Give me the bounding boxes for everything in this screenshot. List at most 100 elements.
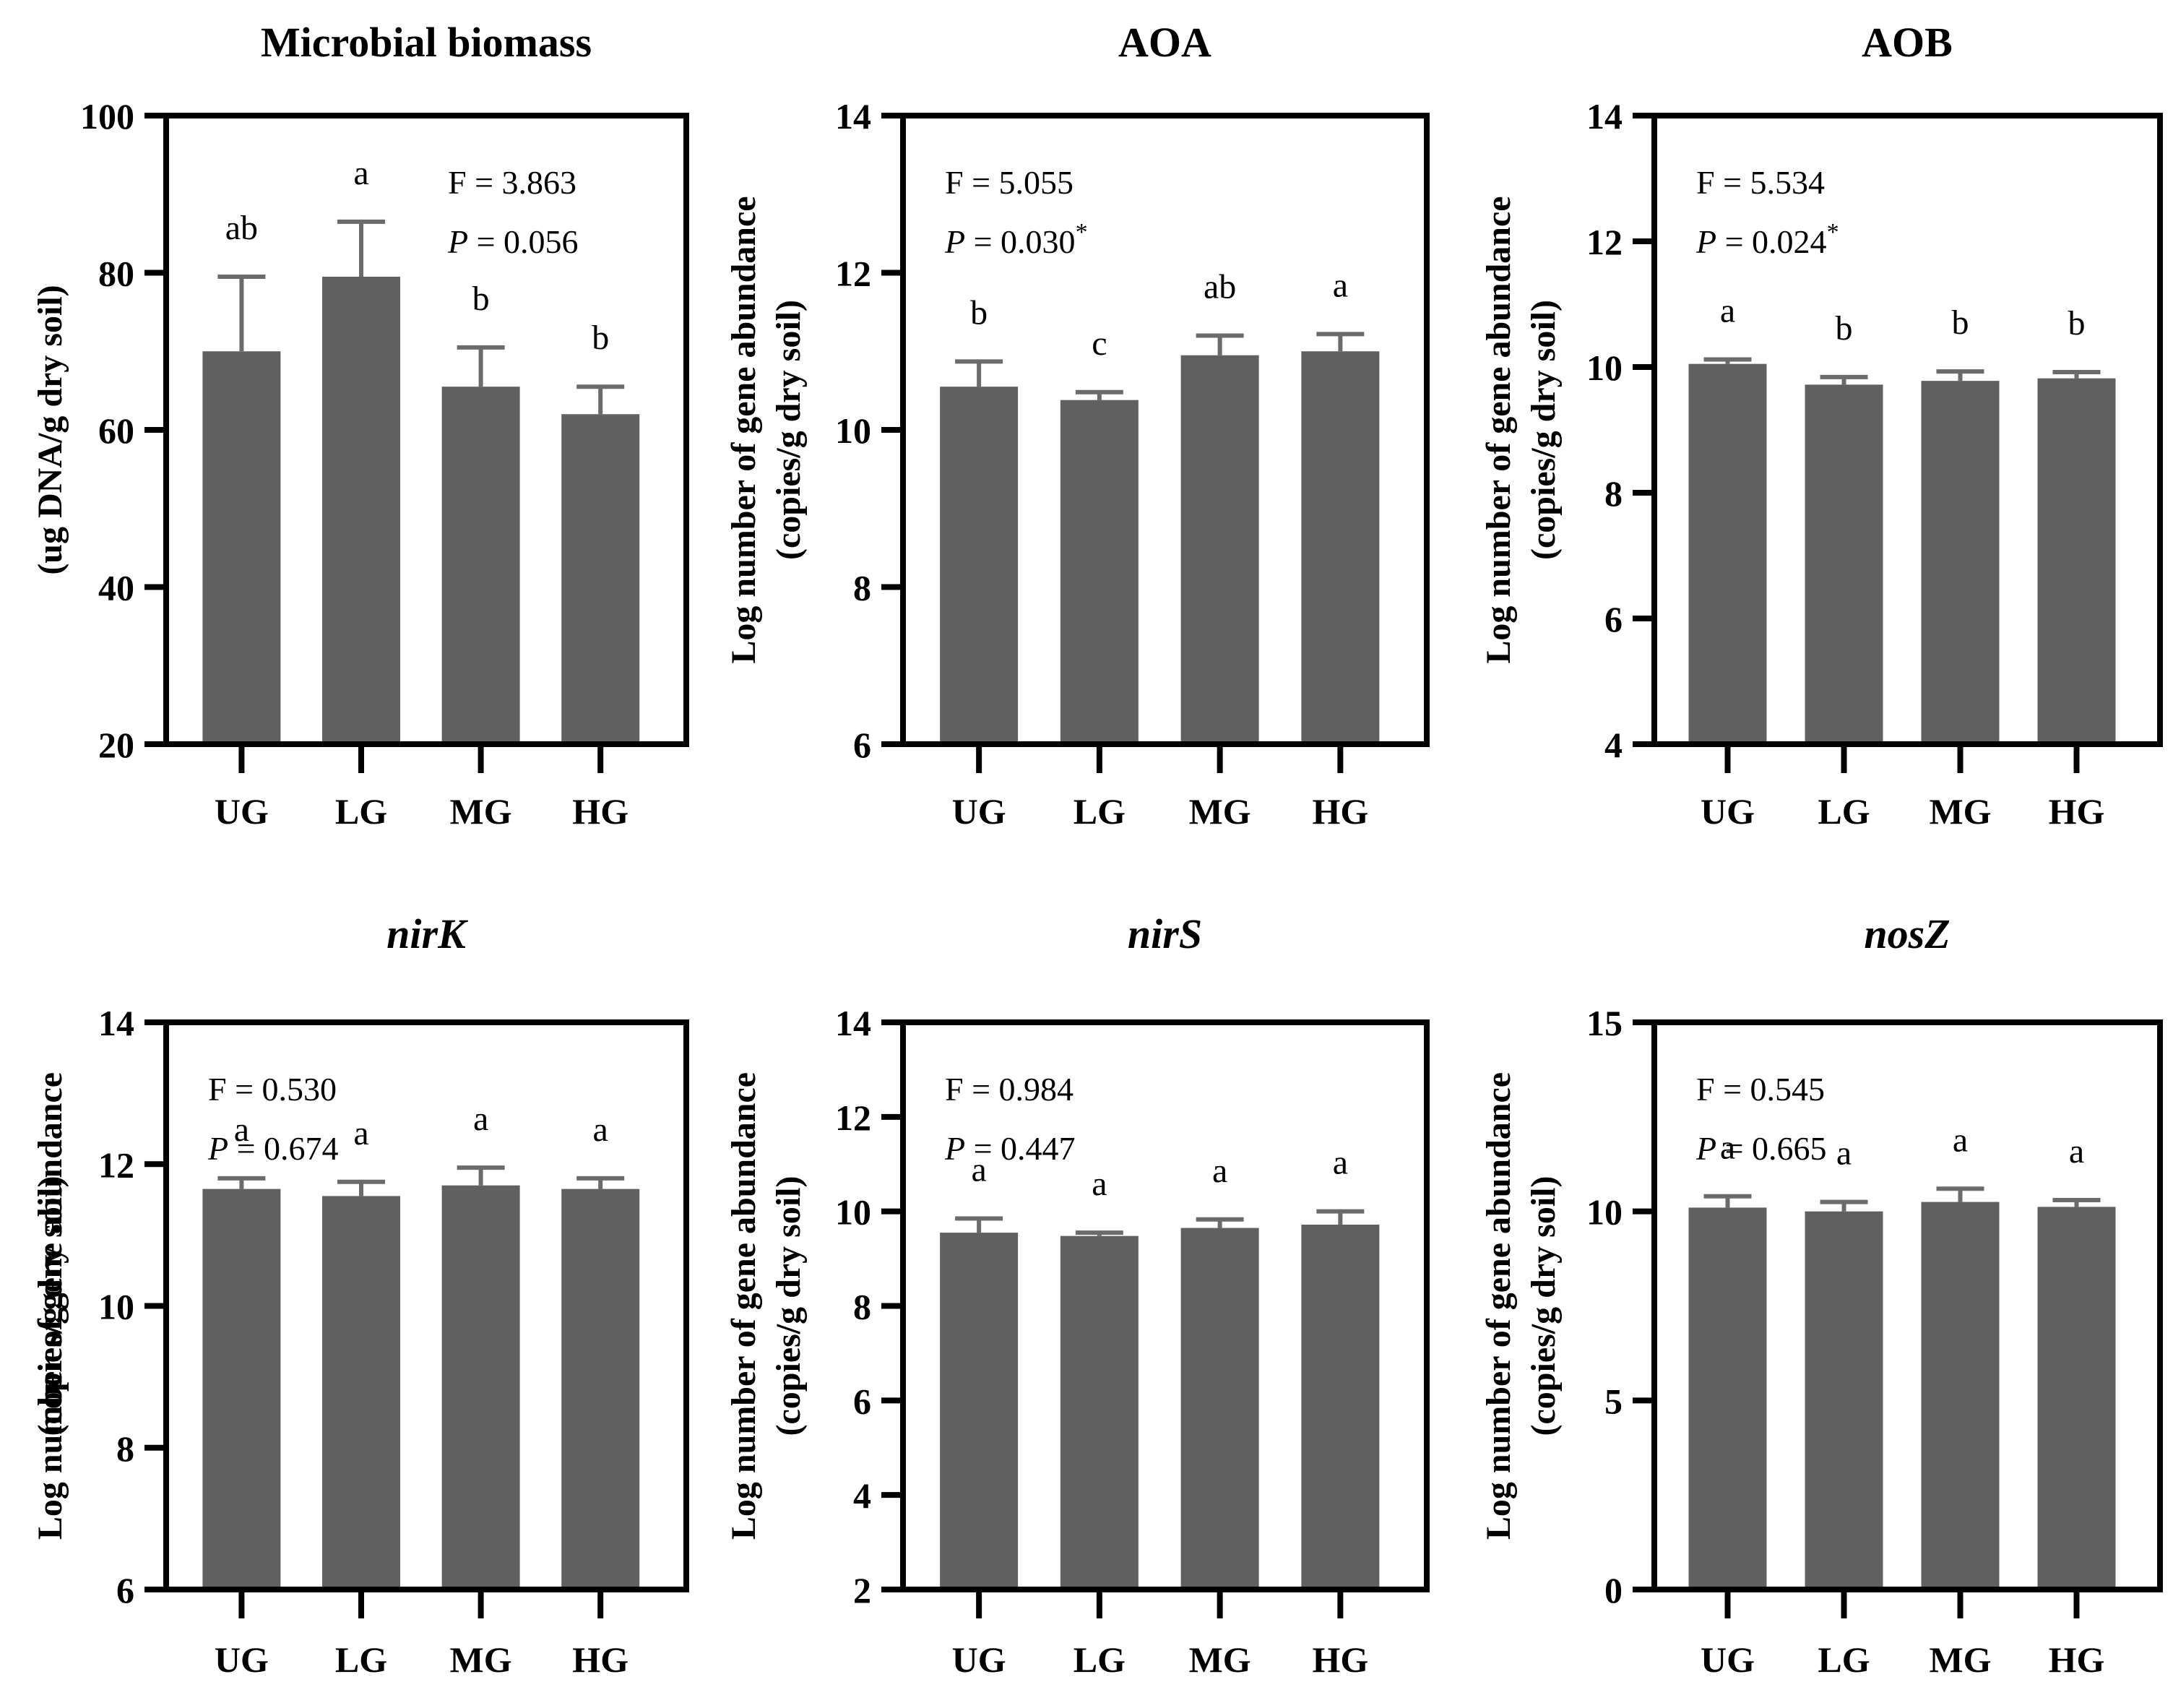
sig-letter-microbial-biomass-MG: b (472, 280, 490, 318)
bar-aoa-HG (1301, 351, 1380, 741)
bar-nirS-HG (1301, 1224, 1380, 1587)
stats-f-nirK: F = 0.530 (208, 1071, 337, 1108)
bar-nosZ-LG (1805, 1211, 1883, 1587)
bar-nirK-MG (441, 1185, 520, 1587)
y-tick-label-nirS-4: 4 (853, 1475, 871, 1516)
bar-aob-HG (2037, 378, 2116, 741)
panel-aoa: AOA Log number of gene abundance (copies/g… (725, 19, 1430, 832)
stats-f-nirS: F = 0.984 (945, 1071, 1073, 1108)
x-category-label-microbial-biomass-HG: HG (572, 791, 628, 832)
sig-letter-microbial-biomass-HG: b (592, 319, 609, 357)
stats-f-aob: F = 5.534 (1696, 164, 1825, 201)
plot-frame-nosZ (1651, 1019, 2163, 1592)
y-axis-label-aob-line2: (copies/g dry soil) (1524, 300, 1563, 560)
x-category-label-microbial-biomass-LG: LG (335, 791, 387, 832)
y-tick-label-microbial-biomass-80: 80 (98, 254, 134, 294)
y-tick-label-nirS-12: 12 (835, 1097, 871, 1138)
sig-letter-nirS-HG: a (1333, 1144, 1348, 1182)
bar-nirK-LG (322, 1196, 400, 1587)
y-axis-label-nosZ-line1: Log number of gene abundance (1479, 1072, 1518, 1540)
bar-microbial-biomass-LG (322, 276, 400, 741)
sig-letter-aoa-LG: c (1092, 324, 1107, 363)
x-category-label-aob-HG: HG (2049, 791, 2105, 832)
chart-title-microbial-biomass: Microbial biomass (261, 19, 592, 66)
panel-nirK: nirK Log number of gene abundance(copies/… (31, 910, 689, 1680)
y-tick-label-microbial-biomass-20: 20 (98, 725, 134, 765)
stats-p-aoa: P = 0.030* (944, 219, 1088, 260)
x-category-label-nirK-MG: MG (450, 1639, 512, 1680)
stats-p-microbial-biomass: P = 0.056 (447, 223, 579, 260)
y-tick-label-aob-4: 4 (1604, 725, 1623, 765)
y-tick-label-aoa-6: 6 (853, 725, 871, 765)
y-tick-label-aob-14: 14 (1586, 96, 1623, 137)
y-tick-label-aoa-12: 12 (835, 254, 871, 294)
stats-p-nirK: P = 0.674 (207, 1130, 339, 1167)
x-category-label-aob-UG: UG (1701, 791, 1755, 832)
sig-letter-aob-HG: b (2068, 304, 2086, 342)
sig-letter-nosZ-LG: a (1836, 1134, 1852, 1173)
y-tick-label-aoa-10: 10 (835, 410, 871, 451)
x-category-label-nirS-MG: MG (1189, 1639, 1251, 1680)
sig-letter-aoa-HG: a (1333, 266, 1348, 304)
chart-title-nirS: nirS (1128, 910, 1202, 957)
sig-letter-nosZ-MG: a (1953, 1121, 1968, 1159)
y-axis-label-nirK-line1: Log number of gene abundance (31, 1072, 69, 1540)
bar-aob-LG (1805, 384, 1883, 741)
bar-aoa-UG (940, 387, 1019, 741)
bar-nosZ-UG (1688, 1207, 1767, 1587)
x-category-label-aoa-UG: UG (952, 791, 1006, 832)
chart-title-nosZ: nosZ (1864, 910, 1950, 957)
sig-letter-aob-LG: b (1836, 309, 1853, 348)
x-category-label-aob-MG: MG (1929, 791, 1991, 832)
panel-nosZ: nosZ Log number of gene abundance (copies/… (1479, 910, 2163, 1680)
y-axis-label-nirK-line2: (copies/g dry soil) (31, 1176, 69, 1436)
y-axis-label-microbial-biomass-line1: (ug DNA/g dry soil) (31, 285, 69, 574)
sig-letter-nosZ-UG: a (1720, 1129, 1735, 1167)
bar-aob-UG (1688, 363, 1767, 741)
panel-aob: AOB Log number of gene abundance (copies/g… (1479, 19, 2163, 832)
bar-aoa-MG (1180, 355, 1259, 741)
stats-p-aob: P = 0.024* (1695, 219, 1839, 260)
sig-letter-microbial-biomass-LG: a (353, 154, 368, 192)
bar-microbial-biomass-UG (202, 351, 281, 741)
y-axis-label-aob-line1: Log number of gene abundance (1479, 196, 1518, 663)
x-category-label-nirS-LG: LG (1073, 1639, 1126, 1680)
chart-title-aob: AOB (1862, 19, 1953, 66)
bar-aoa-LG (1060, 400, 1139, 741)
bar-aob-MG (1921, 381, 2000, 741)
y-tick-label-nosZ-0: 0 (1604, 1570, 1623, 1610)
y-tick-label-nirS-6: 6 (853, 1381, 871, 1421)
chart-title-nirK: nirK (386, 910, 468, 957)
y-axis-label-nirS-line1: Log number of gene abundance (725, 1072, 763, 1540)
sig-letter-nirS-MG: a (1212, 1152, 1227, 1190)
x-category-label-nosZ-HG: HG (2049, 1639, 2105, 1680)
y-tick-label-aoa-14: 14 (835, 96, 871, 137)
bar-microbial-biomass-MG (441, 387, 520, 741)
y-tick-label-nirS-2: 2 (853, 1570, 871, 1610)
y-tick-label-aob-12: 12 (1586, 222, 1623, 262)
y-tick-label-aob-6: 6 (1604, 599, 1623, 639)
y-tick-label-nirK-12: 12 (98, 1144, 134, 1185)
y-tick-label-nirK-6: 6 (116, 1570, 134, 1610)
sig-letter-nirK-MG: a (473, 1100, 488, 1138)
y-axis-label-aoa-line1: Log number of gene abundance (725, 196, 763, 663)
y-tick-label-nirS-8: 8 (853, 1287, 871, 1327)
sig-letter-nirS-LG: a (1092, 1165, 1107, 1203)
bar-microbial-biomass-HG (561, 414, 640, 741)
bar-nirS-MG (1180, 1228, 1259, 1587)
y-tick-label-aob-8: 8 (1604, 473, 1623, 514)
sig-letter-aoa-MG: ab (1204, 268, 1236, 306)
bar-nirK-UG (202, 1189, 281, 1587)
sig-letter-aob-MG: b (1952, 303, 1969, 342)
y-tick-label-nirS-10: 10 (835, 1192, 871, 1233)
x-category-label-nosZ-MG: MG (1929, 1639, 1991, 1680)
bar-nosZ-HG (2037, 1207, 2116, 1587)
bar-nosZ-MG (1921, 1202, 2000, 1587)
x-category-label-microbial-biomass-MG: MG (450, 791, 512, 832)
x-category-label-aoa-LG: LG (1073, 791, 1126, 832)
x-category-label-nirS-HG: HG (1312, 1639, 1368, 1680)
x-category-label-nirK-LG: LG (335, 1639, 387, 1680)
stats-f-microbial-biomass: F = 3.863 (448, 164, 576, 201)
